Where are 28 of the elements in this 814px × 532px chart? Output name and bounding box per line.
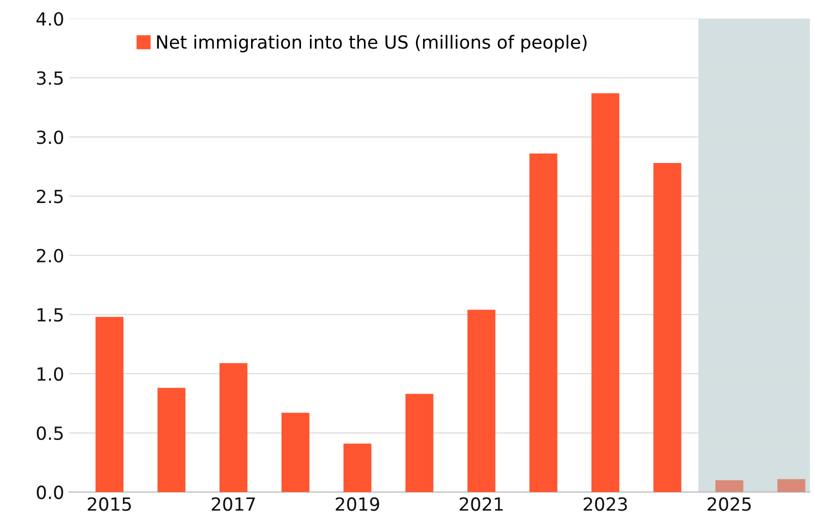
bar [281, 412, 310, 492]
bar [715, 480, 744, 492]
y-tick-label: 3.0 [36, 130, 64, 144]
legend-label: Net immigration into the US (millions of people) [157, 34, 587, 52]
y-tick-label: 1.0 [38, 367, 64, 381]
y-tick-label: 3.5 [36, 71, 63, 85]
bar [529, 154, 558, 492]
bar [96, 316, 124, 492]
y-tick-label: 2.5 [36, 190, 63, 204]
y-tick-label: 0.5 [36, 426, 63, 440]
y-tick-label: 2.0 [36, 248, 64, 262]
bar [777, 479, 806, 492]
y-tick-label: 1.5 [38, 308, 63, 322]
bar [405, 394, 434, 492]
x-tick-label: 2015 [88, 497, 131, 511]
x-tick-label: 2021 [460, 497, 503, 511]
x-tick-label: 2019 [336, 497, 380, 511]
bar [343, 444, 372, 492]
bar [467, 310, 496, 492]
bar [591, 93, 620, 492]
x-tick-label: 2017 [212, 497, 255, 511]
y-tick-label: 4.0 [36, 12, 64, 26]
bar [158, 388, 186, 492]
y-tick-label: 0.0 [36, 486, 64, 500]
x-tick-label: 2025 [708, 497, 751, 511]
bar [220, 363, 248, 492]
x-tick-label: 2023 [584, 497, 627, 511]
bar [653, 163, 682, 492]
